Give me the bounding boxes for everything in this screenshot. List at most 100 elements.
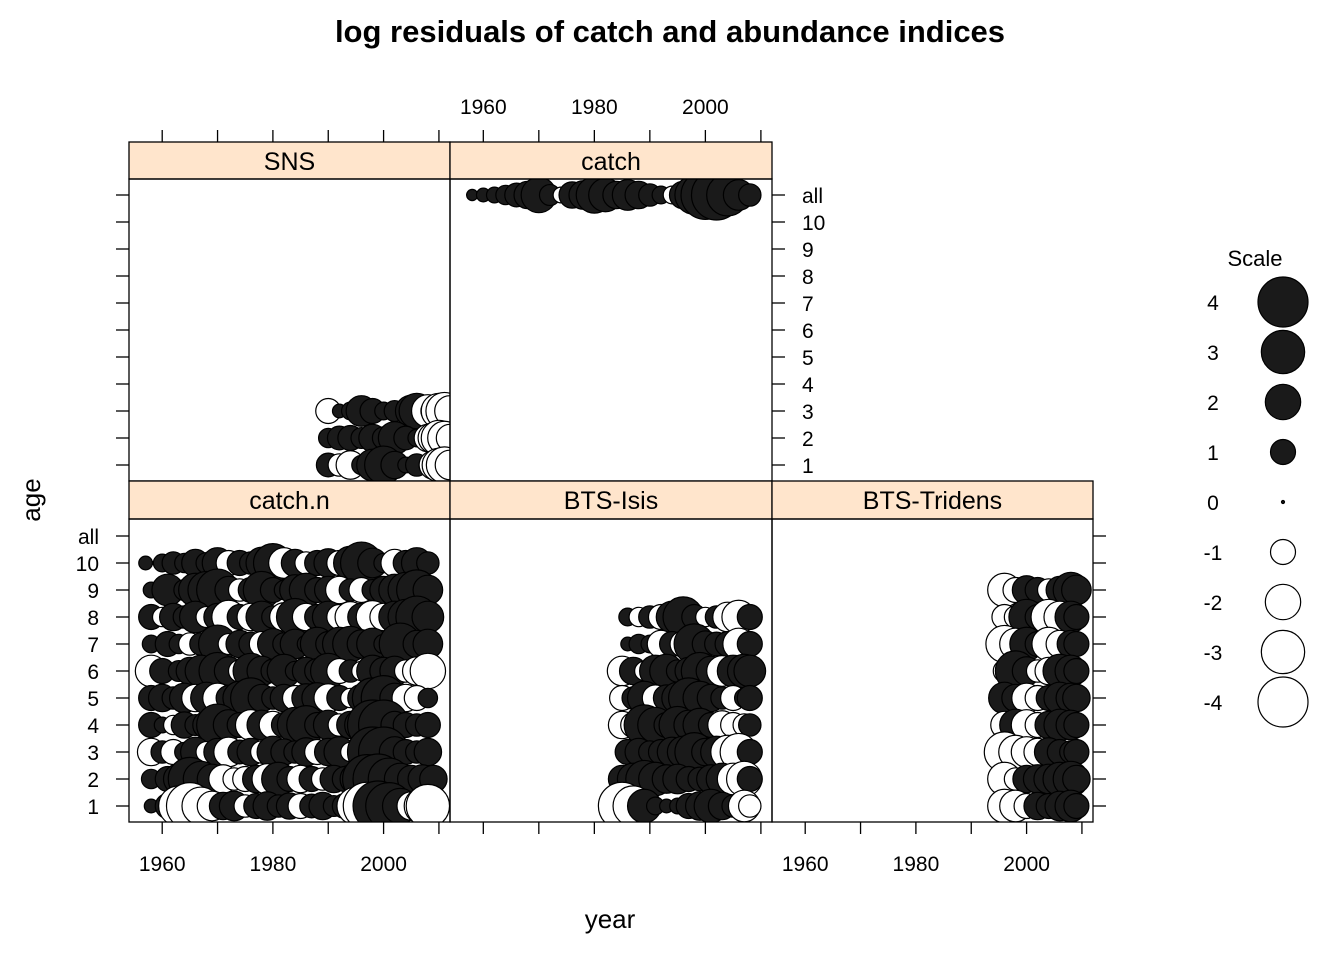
- age-row-4: [607, 704, 762, 746]
- x-tick-label: 2000: [1003, 853, 1050, 876]
- panel-catch: catch: [449, 141, 773, 482]
- panel-bts-isis: BTS-Isis: [449, 480, 773, 823]
- residual-point: [1063, 603, 1090, 631]
- panel-frame: [449, 178, 773, 482]
- residual-point: [1061, 574, 1092, 606]
- residual-point: [736, 738, 763, 766]
- age-row-3: [136, 726, 443, 778]
- y-tick-label: 8: [87, 607, 99, 630]
- residual-point: [413, 737, 443, 767]
- age-row-1: [987, 788, 1090, 822]
- age-row-1: [143, 780, 450, 822]
- y-axis-label: age: [16, 478, 46, 521]
- legend-bubble: [1257, 276, 1309, 328]
- y-tick-label: 10: [802, 212, 825, 235]
- age-row-all: [466, 179, 762, 221]
- y-tick-label: 4: [87, 715, 99, 738]
- panel-marks: [597, 596, 767, 822]
- legend-entry: -4: [1204, 676, 1309, 728]
- age-row-7: [141, 622, 444, 666]
- residual-point: [435, 423, 450, 453]
- y-tick-label: 6: [802, 320, 814, 343]
- residual-point: [409, 652, 447, 690]
- age-row-5: [988, 681, 1091, 715]
- y-axis-right-bottom: [1093, 535, 1106, 807]
- residual-point: [738, 183, 762, 207]
- x-axis-col-2-bottom: 1960 1980 2000: [782, 822, 1083, 876]
- panel-marks: [134, 541, 450, 822]
- x-axis-col-1-bottom: [482, 822, 762, 834]
- residual-point: [1062, 683, 1091, 713]
- age-row-9: [987, 571, 1092, 609]
- panel-catch-n: catch.n: [128, 480, 451, 823]
- y-tick-label: 8: [802, 266, 814, 289]
- legend-entry: 2: [1207, 383, 1302, 421]
- legend-entry: 3: [1207, 329, 1306, 375]
- legend-entry: 1: [1207, 438, 1297, 466]
- residual-point: [733, 654, 767, 688]
- legend-bubble: [1269, 538, 1297, 566]
- residual-point: [414, 711, 441, 739]
- y-tick-label: 9: [87, 580, 99, 603]
- panel-marks: [315, 391, 450, 481]
- legend-title: Scale: [1227, 246, 1282, 271]
- legend-label: 0: [1207, 492, 1219, 515]
- legend-label: -4: [1204, 692, 1223, 715]
- legend-entry: -2: [1204, 583, 1302, 621]
- legend-bubble: [1257, 676, 1309, 728]
- y-tick-label: 3: [802, 401, 814, 424]
- legend-bubble: [1269, 438, 1297, 466]
- panels: SNS catch catch.n BTS-Isis BTS-Tridens: [128, 141, 1094, 823]
- panel-strip-label: BTS-Isis: [564, 487, 658, 515]
- residual-point: [736, 603, 763, 631]
- x-tick-label: 1960: [460, 96, 507, 119]
- y-tick-label: 4: [802, 374, 814, 397]
- panel-strip-label: catch: [581, 148, 641, 176]
- y-axis-left-bottom: 1 2 3 4 5 6 7 8 9 10 all: [76, 526, 129, 819]
- x-tick-label: 1980: [893, 853, 940, 876]
- age-row-3: [614, 732, 763, 772]
- y-tick-label: 10: [76, 553, 99, 576]
- legend-label: 4: [1207, 292, 1219, 315]
- y-tick-label: 3: [87, 742, 99, 765]
- residual-point: [736, 765, 763, 793]
- residual-point: [1063, 711, 1090, 739]
- legend-label: 3: [1207, 342, 1219, 365]
- panel-bts-tridens: BTS-Tridens: [771, 480, 1094, 823]
- x-axis-col-0-bottom: 1960 1980 2000: [139, 822, 440, 876]
- legend-bubble: [1280, 499, 1286, 505]
- axes: 1960 1980 2000 1960 1980 2000 1960 1980 2000 1 2 3 4…: [76, 96, 1106, 876]
- panel-strip-label: BTS-Tridens: [863, 487, 1002, 515]
- y-tick-label: 1: [802, 455, 814, 478]
- legend-entry: -3: [1204, 629, 1306, 675]
- x-tick-label: 1960: [139, 853, 186, 876]
- x-axis-col-1-top: 1960 1980 2000: [460, 96, 762, 142]
- panel-strip: [128, 141, 451, 180]
- y-tick-label: 6: [87, 661, 99, 684]
- y-tick-label: 7: [87, 634, 99, 657]
- residual-point: [1063, 630, 1090, 658]
- legend: Scale 4 3 2 1 0 -1 -2 -3 -4: [1204, 246, 1309, 728]
- legend-entry: -1: [1204, 538, 1297, 566]
- y-tick-label: all: [802, 185, 823, 208]
- age-row-6: [606, 651, 767, 691]
- y-tick-label: 2: [87, 769, 99, 792]
- legend-entry: 0: [1207, 492, 1286, 515]
- residual-point: [738, 713, 762, 737]
- age-row-9: [142, 568, 444, 612]
- legend-label: 1: [1207, 442, 1219, 465]
- chart-title: log residuals of catch and abundance ind…: [335, 14, 1005, 49]
- y-tick-label: 1: [87, 796, 99, 819]
- y-axis-right-top: 1 2 3 4 5 6 7 8 9 10 all: [772, 185, 825, 478]
- panel-strip: [771, 480, 1094, 520]
- y-tick-label: 9: [802, 239, 814, 262]
- legend-label: -1: [1204, 542, 1223, 565]
- residual-point: [738, 794, 762, 818]
- legend-label: -2: [1204, 592, 1223, 615]
- y-tick-label: 2: [802, 428, 814, 451]
- legend-entry: 4: [1207, 276, 1309, 328]
- legend-bubble: [1264, 383, 1302, 421]
- residual-point: [736, 630, 763, 658]
- age-row-1: [315, 445, 450, 481]
